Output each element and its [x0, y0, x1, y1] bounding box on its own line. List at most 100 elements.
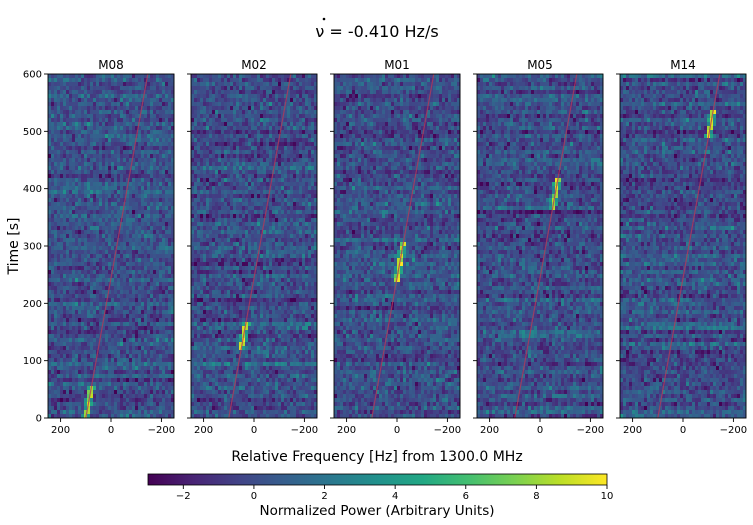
heatmap-cell	[191, 202, 195, 207]
heatmap-cell	[141, 314, 145, 319]
heatmap-cell	[48, 330, 52, 335]
heatmap-cell	[105, 94, 109, 99]
heatmap-cell	[114, 178, 118, 183]
heatmap-cell	[159, 370, 163, 375]
heatmap-cell	[308, 94, 312, 99]
heatmap-cell	[102, 322, 106, 327]
heatmap-cell	[90, 186, 94, 191]
heatmap-cell	[102, 282, 106, 287]
heatmap-cell	[269, 98, 273, 103]
heatmap-cell	[54, 122, 58, 127]
heatmap-cell	[111, 286, 115, 291]
heatmap-cell	[108, 110, 112, 115]
heatmap-cell	[162, 142, 166, 147]
heatmap-cell	[81, 98, 85, 103]
heatmap-cell	[72, 390, 76, 395]
heatmap-cell	[171, 218, 175, 223]
heatmap-cell	[159, 214, 163, 219]
heatmap-cell	[108, 142, 112, 147]
heatmap-cell	[209, 98, 213, 103]
heatmap-cell	[239, 74, 243, 79]
heatmap-cell	[66, 158, 70, 163]
heatmap-cell	[75, 78, 79, 83]
heatmap-cell	[239, 166, 243, 171]
heatmap-cell	[305, 170, 309, 175]
heatmap-cell	[206, 138, 210, 143]
heatmap-cell	[150, 90, 154, 95]
heatmap-cell	[48, 306, 52, 311]
heatmap-cell	[159, 174, 163, 179]
heatmap-cell	[147, 378, 151, 383]
heatmap-cell	[284, 190, 288, 195]
heatmap-cell	[171, 314, 175, 319]
title-nu-symbol: ν	[315, 22, 324, 41]
heatmap-cell	[54, 314, 58, 319]
heatmap-cell	[123, 262, 127, 267]
heatmap-cell	[191, 118, 195, 123]
heatmap-cell	[120, 350, 124, 355]
heatmap-cell	[224, 170, 228, 175]
heatmap-cell	[230, 110, 234, 115]
heatmap-cell	[75, 386, 79, 391]
heatmap-cell	[48, 246, 52, 251]
heatmap-cell	[308, 114, 312, 119]
heatmap-cell	[171, 78, 175, 83]
heatmap-cell	[269, 78, 273, 83]
heatmap-cell	[144, 206, 148, 211]
heatmap-cell	[215, 94, 219, 99]
heatmap-cell	[93, 190, 97, 195]
heatmap-cell	[60, 362, 64, 367]
heatmap-cell	[150, 218, 154, 223]
heatmap-cell	[93, 134, 97, 139]
heatmap-cell	[87, 314, 91, 319]
heatmap-cell	[117, 214, 121, 219]
heatmap-cell	[168, 202, 172, 207]
heatmap-cell	[302, 198, 306, 203]
heatmap-cell	[63, 318, 67, 323]
heatmap-cell	[209, 154, 213, 159]
heatmap-cell	[102, 254, 106, 259]
heatmap-cell	[168, 410, 172, 415]
heatmap-cell	[126, 402, 130, 407]
heatmap-cell	[111, 350, 115, 355]
heatmap-cell	[117, 338, 121, 343]
heatmap-cell	[281, 122, 285, 127]
heatmap-cell	[60, 190, 64, 195]
heatmap-cell	[105, 250, 109, 255]
heatmap-cell	[84, 262, 88, 267]
heatmap-cell	[290, 114, 294, 119]
heatmap-cell	[102, 78, 106, 83]
heatmap-cell	[311, 118, 315, 123]
heatmap-cell	[69, 406, 73, 411]
heatmap-cell	[171, 362, 175, 367]
heatmap-cell	[162, 394, 166, 399]
heatmap-cell	[168, 138, 172, 143]
heatmap-cell	[90, 258, 94, 263]
heatmap-cell	[287, 98, 291, 103]
heatmap-cell	[281, 166, 285, 171]
heatmap-cell	[48, 386, 52, 391]
heatmap-cell	[245, 198, 249, 203]
heatmap-cell	[117, 282, 121, 287]
heatmap-cell	[248, 158, 252, 163]
heatmap-cell	[156, 298, 160, 303]
heatmap-cell	[215, 86, 219, 91]
heatmap-cell	[114, 394, 118, 399]
heatmap-cell	[102, 218, 106, 223]
heatmap-cell	[141, 286, 145, 291]
heatmap-cell	[78, 318, 82, 323]
heatmap-cell	[194, 190, 198, 195]
heatmap-cell	[314, 122, 318, 127]
heatmap-cell	[171, 410, 175, 415]
heatmap-cell	[72, 138, 76, 143]
heatmap-cell	[171, 86, 175, 91]
heatmap-cell	[123, 194, 127, 199]
heatmap-cell	[135, 94, 139, 99]
heatmap-cell	[105, 358, 109, 363]
heatmap-cell	[90, 254, 94, 259]
heatmap-cell	[153, 234, 157, 239]
heatmap-cell	[281, 138, 285, 143]
heatmap-cell	[123, 86, 127, 91]
heatmap-cell	[123, 238, 127, 243]
